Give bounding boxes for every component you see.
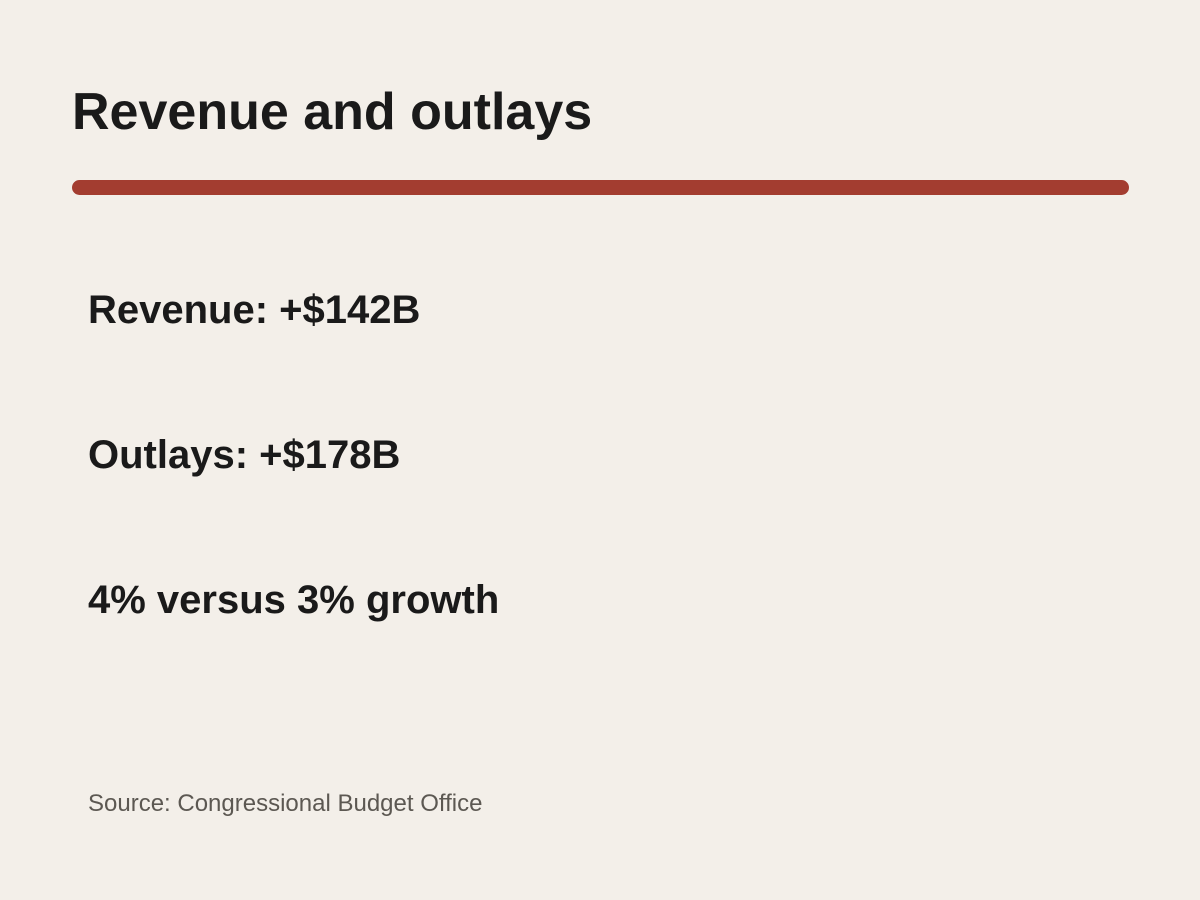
stat-revenue: Revenue: +$142B: [88, 288, 421, 332]
source-note: Source: Congressional Budget Office: [88, 790, 483, 817]
stat-growth-comparison: 4% versus 3% growth: [88, 578, 500, 622]
accent-divider: [72, 180, 1129, 195]
stat-outlays: Outlays: +$178B: [88, 433, 401, 477]
slide-title: Revenue and outlays: [72, 83, 593, 141]
